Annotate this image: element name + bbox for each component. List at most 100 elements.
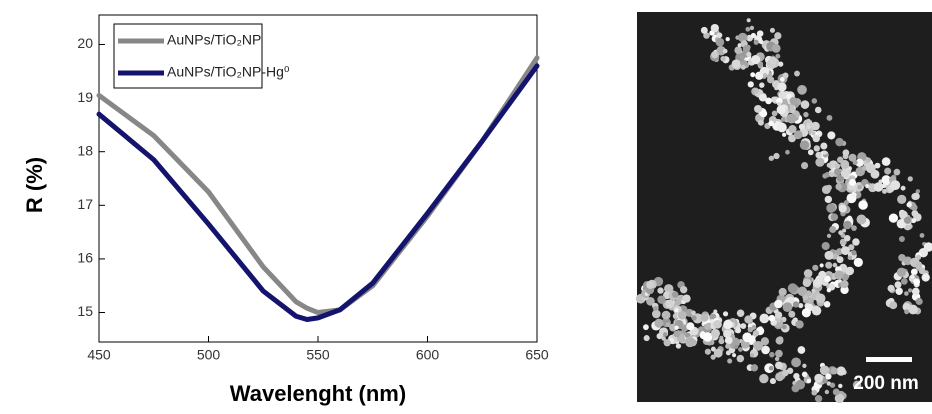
particle — [838, 383, 843, 389]
particle — [770, 96, 778, 103]
particle — [824, 171, 831, 178]
particle — [786, 367, 794, 374]
particle — [765, 97, 772, 105]
particle — [753, 340, 764, 351]
particle — [663, 339, 671, 347]
particle — [715, 37, 725, 47]
particle — [844, 234, 851, 242]
particle — [803, 111, 809, 118]
particle — [792, 301, 800, 308]
particle — [757, 119, 764, 126]
particle — [881, 157, 891, 166]
particle — [782, 72, 789, 79]
particle — [801, 162, 809, 170]
particle — [734, 46, 743, 55]
particle — [754, 104, 762, 113]
particle — [710, 354, 716, 360]
particle — [768, 120, 774, 127]
particle — [797, 286, 808, 297]
particle — [826, 233, 832, 238]
particle — [775, 336, 784, 345]
particle — [679, 285, 688, 294]
particle — [691, 310, 696, 316]
particle — [793, 130, 803, 140]
particle — [657, 295, 666, 304]
particle — [813, 145, 820, 152]
particle — [824, 389, 830, 395]
particle — [895, 287, 903, 295]
particle — [848, 153, 857, 162]
particle — [682, 294, 691, 303]
particle — [811, 288, 816, 293]
particle — [773, 152, 780, 160]
particle — [646, 281, 655, 289]
particle — [782, 132, 787, 137]
particle — [646, 296, 655, 306]
particle — [898, 254, 906, 262]
particle — [832, 262, 838, 268]
particle — [731, 353, 737, 358]
particle — [820, 142, 828, 150]
particle — [814, 106, 822, 114]
particle — [811, 131, 816, 136]
particle — [759, 109, 768, 118]
particle — [674, 308, 679, 313]
particle — [674, 299, 682, 306]
particle — [780, 117, 786, 122]
particle — [825, 373, 832, 380]
particle — [740, 64, 746, 70]
particle — [811, 305, 822, 316]
particle — [760, 337, 770, 346]
particle — [775, 53, 781, 59]
particle — [887, 284, 895, 292]
particle — [713, 348, 723, 358]
particle — [722, 48, 728, 54]
particle — [673, 330, 680, 338]
particle — [840, 246, 850, 256]
particle — [851, 225, 857, 231]
particle — [829, 382, 836, 388]
particle — [826, 114, 833, 121]
particle — [907, 176, 913, 182]
particle — [775, 361, 783, 370]
particle — [725, 36, 730, 42]
particle — [769, 351, 775, 358]
particle — [750, 32, 756, 39]
particle — [740, 323, 747, 329]
particle — [812, 264, 819, 271]
particle — [786, 113, 797, 124]
scale-bar-label: 200 nm — [853, 373, 918, 394]
particle — [825, 261, 833, 269]
particle — [836, 366, 846, 376]
particle — [921, 273, 930, 282]
particle — [824, 275, 831, 283]
particle — [835, 137, 844, 147]
particle — [710, 23, 719, 33]
particle — [661, 310, 671, 320]
particle — [643, 335, 650, 342]
particle — [771, 43, 781, 53]
particle — [821, 185, 831, 195]
particle — [664, 284, 674, 294]
particle — [918, 267, 926, 275]
particle — [758, 93, 767, 102]
particle — [903, 216, 912, 224]
particle — [742, 332, 753, 343]
particle — [834, 393, 845, 404]
y-tick-label: 19 — [77, 89, 93, 105]
particle — [769, 378, 777, 385]
particle — [883, 179, 890, 186]
particle — [662, 332, 668, 337]
particle — [789, 107, 796, 114]
particle — [823, 301, 831, 308]
particle — [893, 168, 901, 176]
particle — [822, 150, 827, 155]
particle — [865, 184, 870, 189]
particle — [652, 306, 658, 311]
particle — [830, 367, 838, 375]
particle — [832, 388, 840, 396]
x-tick-label: 500 — [197, 347, 221, 363]
particle — [840, 159, 850, 170]
particle — [797, 84, 807, 95]
particle — [669, 337, 674, 343]
